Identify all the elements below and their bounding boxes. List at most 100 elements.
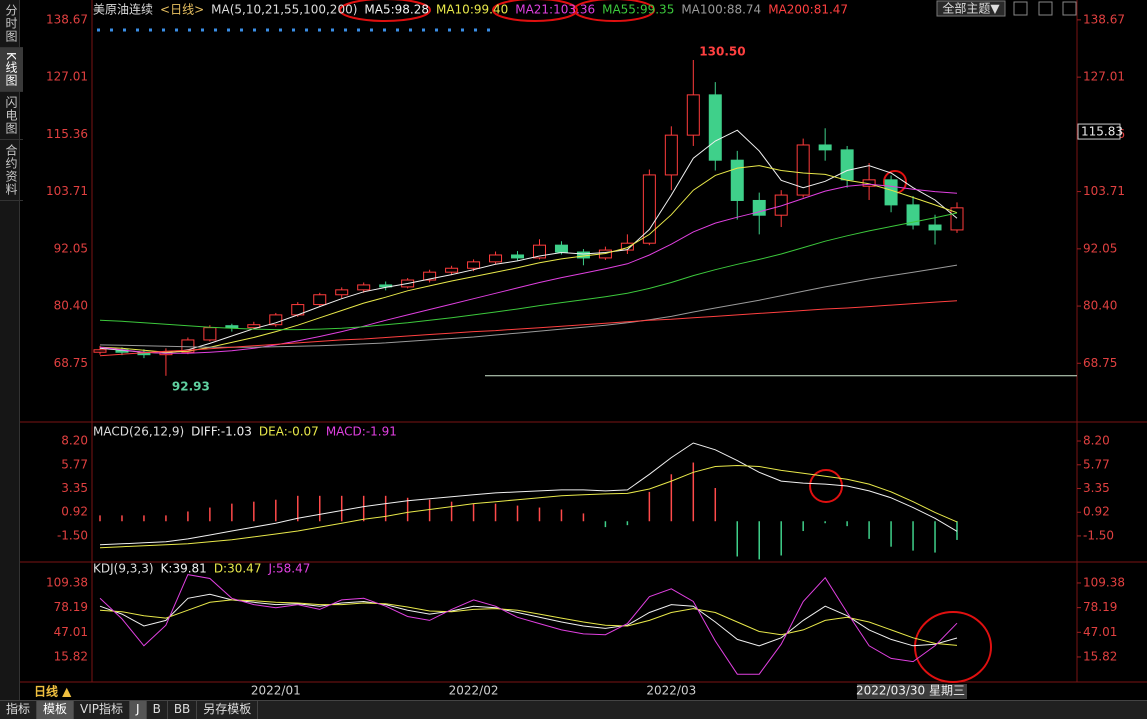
chart: 全部主题▼ 日线 ▲ 138.67 138.67 127.01 127.01 115.3…: [20, 0, 1147, 699]
highlight-ring: [339, 0, 431, 22]
legend-label: MA200:81.47: [768, 3, 848, 17]
y-tick-label: 109.38: [46, 575, 88, 589]
series-line: [99, 574, 958, 675]
series-line: [99, 599, 958, 646]
y-tick-label-right: 138.67: [1083, 12, 1125, 26]
legend-label: MA5:98.28: [364, 3, 429, 17]
bottom-tab[interactable]: BB: [168, 701, 198, 719]
period-button[interactable]: 日线 ▲: [34, 684, 72, 699]
legend-label: J:58.47: [267, 562, 310, 576]
y-tick-label-right: 109.38: [1083, 575, 1125, 589]
y-tick-label-right: 103.71: [1083, 184, 1125, 198]
cursor-date-label: 2022/03/30 星期三: [856, 684, 965, 698]
candle-body: [840, 149, 854, 181]
y-tick-label: 15.82: [54, 649, 88, 663]
y-tick-label: 115.36: [46, 127, 88, 141]
series-line: [99, 212, 958, 331]
series-line: [99, 183, 958, 354]
sidebar-tab[interactable]: 分时图: [0, 0, 23, 48]
y-tick-label-right: 3.35: [1083, 481, 1110, 495]
y-tick-label-right: 68.75: [1083, 356, 1117, 370]
candle-body: [445, 267, 459, 273]
icon-button[interactable]: [1013, 1, 1028, 16]
candle-body: [203, 327, 217, 341]
high-label: 130.50: [699, 45, 745, 59]
highlight-ring: [914, 611, 992, 683]
legend-label: 美原油连续: [93, 2, 153, 17]
icon-button[interactable]: [1038, 1, 1053, 16]
y-tick-label: 80.40: [54, 299, 88, 313]
theme-button-label[interactable]: 全部主题▼: [942, 1, 1000, 16]
y-tick-label-right: 8.20: [1083, 434, 1110, 448]
y-tick-label: 47.01: [54, 625, 88, 639]
icon-button[interactable]: [1062, 1, 1077, 16]
candle-body: [313, 294, 327, 306]
theme-button[interactable]: [936, 0, 1006, 17]
candle-body: [269, 314, 283, 326]
sidebar-tab[interactable]: 闪电图: [0, 92, 23, 140]
sidebar-tab[interactable]: K线图: [0, 48, 23, 92]
y-tick-label: 103.71: [46, 184, 88, 198]
candle-body: [708, 94, 722, 161]
candle-body: [796, 144, 810, 196]
series-line: [99, 300, 958, 357]
x-tick-label: 2022/03: [646, 684, 696, 698]
candle-body: [247, 324, 261, 329]
y-tick-label: 8.20: [61, 434, 88, 448]
y-tick-label-right: 80.40: [1083, 299, 1117, 313]
candle-body: [225, 325, 239, 329]
candle-body: [664, 134, 678, 176]
candle-body: [818, 144, 832, 151]
bottom-bar: 指标 模板 VIP指标 J B BB 另存模板: [0, 700, 1147, 719]
y-tick-label-right: 0.92: [1083, 505, 1110, 519]
series-line: [99, 129, 958, 354]
candle-body: [752, 199, 766, 216]
y-tick-label-right: 5.77: [1083, 457, 1110, 471]
candle-body: [686, 94, 700, 136]
sidebar: 分时图 K线图 闪电图 合约资料: [0, 0, 23, 700]
y-tick-label-right: 78.19: [1083, 600, 1117, 614]
y-tick-label-right: 47.01: [1083, 625, 1117, 639]
legend-label: D:30.47: [214, 562, 262, 576]
sidebar-tab[interactable]: 合约资料: [0, 140, 23, 201]
y-tick-label-right: 15.82: [1083, 649, 1117, 663]
y-tick-label: -1.50: [57, 528, 88, 542]
low-label: 92.93: [172, 379, 210, 393]
series-line: [99, 442, 958, 546]
bottom-tab[interactable]: 指标: [0, 701, 38, 719]
x-tick-label: 2022/02: [449, 684, 499, 698]
bottom-tab[interactable]: B: [147, 701, 168, 719]
candle-body: [467, 261, 481, 269]
bottom-tab[interactable]: 另存模板: [197, 701, 259, 719]
cursor-date-box: [857, 684, 967, 699]
candle-body: [93, 349, 107, 353]
y-tick-label-right: 92.05: [1083, 241, 1117, 255]
legend-label: MA21:103.36: [515, 3, 595, 17]
legend-label: DEA:-0.07: [259, 425, 319, 439]
y-tick-label: 127.01: [46, 70, 88, 84]
legend-label: MA100:88.74: [681, 3, 761, 17]
legend-label: MA10:99.40: [436, 3, 508, 17]
y-tick-label: 92.05: [54, 241, 88, 255]
candle-body: [884, 179, 898, 206]
candle-body: [423, 271, 437, 281]
bottom-tab[interactable]: VIP指标: [74, 701, 131, 719]
series-line: [99, 264, 958, 348]
candle-body: [357, 284, 371, 291]
legend-label: MACD:-1.91: [326, 425, 397, 439]
bottom-tab[interactable]: J: [130, 701, 147, 719]
candle-body: [906, 204, 920, 226]
series-line: [99, 464, 958, 549]
y-tick-label: 3.35: [61, 481, 88, 495]
y-tick-label-right: -1.50: [1083, 528, 1114, 542]
last-price-label: 115.83: [1081, 125, 1123, 139]
x-tick-label: 2022/01: [251, 684, 301, 698]
y-tick-label: 5.77: [61, 457, 88, 471]
candle-body: [489, 254, 503, 263]
candle-body: [532, 244, 546, 259]
bottom-tab[interactable]: 模板: [37, 701, 75, 719]
candle-body: [554, 244, 568, 253]
highlight-ring: [492, 0, 578, 22]
candle-body: [335, 289, 349, 296]
